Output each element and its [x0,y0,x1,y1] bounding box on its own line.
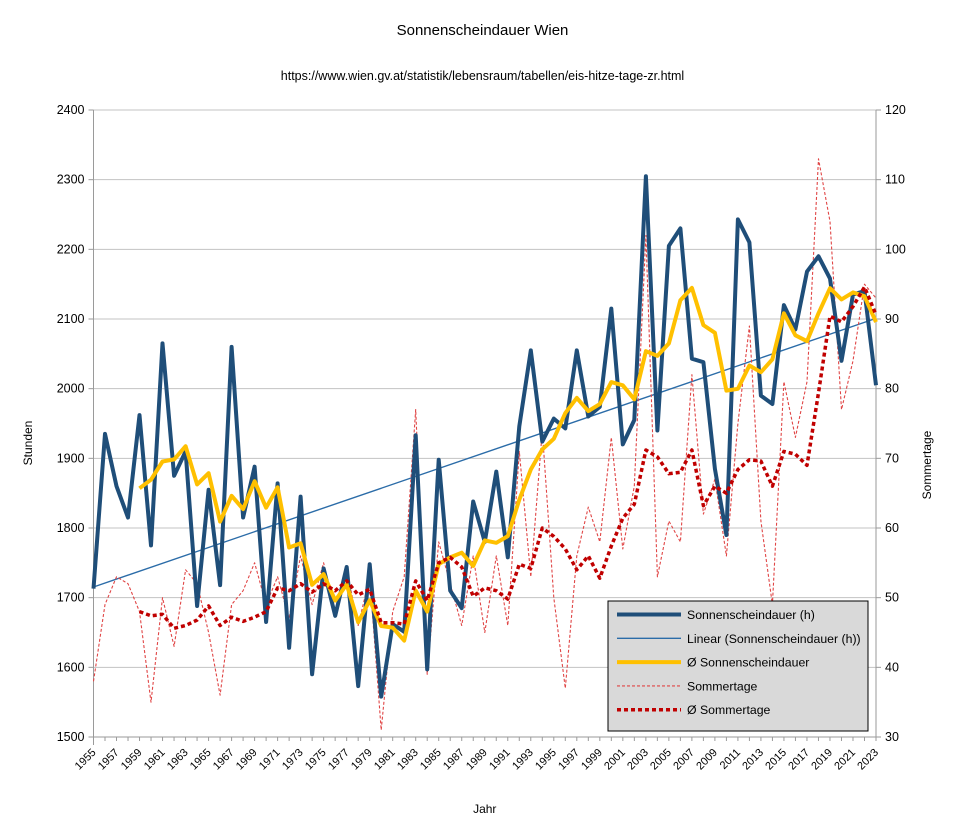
chart-title: Sonnenscheindauer Wien [396,22,569,39]
svg-text:2200: 2200 [57,242,85,256]
svg-text:1973: 1973 [280,747,306,773]
y-axis-right: 30 40 50 60 70 80 90 100 110 120 [876,103,906,744]
svg-text:2009: 2009 [694,747,720,773]
svg-text:70: 70 [885,451,899,465]
svg-text:1983: 1983 [395,747,421,773]
svg-text:120: 120 [885,103,906,117]
svg-text:1967: 1967 [211,747,237,773]
svg-text:1957: 1957 [96,747,122,773]
svg-text:60: 60 [885,521,899,535]
svg-text:1971: 1971 [257,747,283,773]
svg-text:1955: 1955 [73,747,99,773]
svg-text:2017: 2017 [786,747,812,773]
y-axis-title-left: Stunden [21,421,35,466]
svg-text:1997: 1997 [556,747,582,773]
legend-label: Ø Sommertage [687,703,771,717]
svg-text:1985: 1985 [418,747,444,773]
svg-text:1991: 1991 [487,747,513,773]
svg-text:1999: 1999 [579,747,605,773]
svg-text:2019: 2019 [809,747,835,773]
svg-text:1995: 1995 [533,747,559,773]
legend-item-1: Linear (Sonnenscheindauer (h)) [617,632,861,646]
svg-text:1963: 1963 [165,747,191,773]
legend-item-2: Ø Sonnenscheindauer [617,656,809,670]
y-axis-title-right: Sommertage [920,430,934,499]
svg-text:80: 80 [885,382,899,396]
legend-item-4: Ø Sommertage [617,703,771,717]
svg-text:2015: 2015 [763,747,789,773]
svg-text:110: 110 [885,173,905,187]
svg-text:2400: 2400 [57,103,85,117]
svg-text:1700: 1700 [57,591,85,605]
svg-text:1969: 1969 [234,747,260,773]
svg-text:1965: 1965 [188,747,214,773]
y-axis-left: 1500 1600 1700 1800 1900 2000 2100 2200 2300 2400 [57,103,94,744]
svg-text:100: 100 [885,242,906,256]
legend-item-0: Sonnenscheindauer (h) [617,608,815,622]
legend-label: Ø Sonnenscheindauer [687,656,809,670]
chart-subtitle: https://www.wien.gv.at/statistik/lebensr… [280,69,685,83]
svg-text:30: 30 [885,730,899,744]
legend-item-3: Sommertage [617,679,758,693]
svg-text:1981: 1981 [372,747,398,773]
legend-label: Sommertage [687,679,758,693]
legend-label: Sonnenscheindauer (h) [687,608,815,622]
svg-text:1975: 1975 [303,747,329,773]
series-avg-sommertage [138,285,878,631]
svg-text:1800: 1800 [57,521,85,535]
svg-text:2007: 2007 [671,747,697,773]
svg-text:50: 50 [885,591,899,605]
svg-text:2013: 2013 [740,747,766,773]
svg-text:1959: 1959 [119,747,145,773]
svg-text:1979: 1979 [349,747,375,773]
svg-text:2023: 2023 [855,747,881,773]
svg-text:1961: 1961 [142,747,168,773]
x-axis-title: Jahr [473,802,496,816]
svg-text:2300: 2300 [57,173,85,187]
svg-text:1993: 1993 [510,747,536,773]
svg-text:1600: 1600 [57,660,85,674]
svg-text:2003: 2003 [625,747,651,773]
svg-text:2011: 2011 [718,747,743,772]
series-avg-sonnenscheindauer [138,285,878,643]
svg-text:40: 40 [885,660,899,674]
svg-text:90: 90 [885,312,899,326]
legend-label: Linear (Sonnenscheindauer (h)) [687,632,861,646]
svg-text:2001: 2001 [602,747,628,773]
svg-text:2021: 2021 [832,747,858,773]
svg-text:2005: 2005 [648,747,674,773]
legend: Sonnenscheindauer (h) Linear (Sonnenschei… [607,600,869,732]
svg-text:2100: 2100 [57,312,85,326]
svg-text:1977: 1977 [326,747,352,773]
svg-text:1987: 1987 [441,747,467,773]
svg-text:2000: 2000 [57,382,85,396]
x-axis: 1955195719591961196319651967196919711973… [73,737,881,772]
svg-text:1900: 1900 [57,451,85,465]
svg-text:1989: 1989 [464,747,490,773]
series-sommertage [92,158,877,731]
svg-text:1500: 1500 [57,730,85,744]
